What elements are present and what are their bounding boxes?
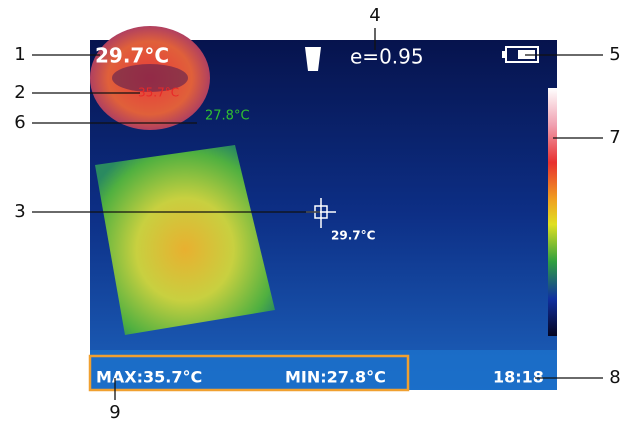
clock: 18:18 xyxy=(493,368,544,387)
callout-number: 5 xyxy=(609,44,620,65)
max-temp: MAX:35.7°C xyxy=(96,368,202,387)
callout-number: 2 xyxy=(14,82,25,103)
battery-tip xyxy=(502,51,506,58)
mode-icon xyxy=(305,47,321,71)
callout-number: 8 xyxy=(609,367,620,388)
panel-heat xyxy=(95,145,275,335)
callouts: 1 2 3 4 5 6 7 8 9 xyxy=(14,5,620,423)
emissivity: e=0.95 xyxy=(350,45,424,69)
hot-spot-temp: 35.7°C xyxy=(138,86,179,100)
thermal-image: 29.7°C e=0.95 35.7°C 27.8°C 29.7°C MAX:3… xyxy=(88,26,557,392)
cold-spot-temp: 27.8°C xyxy=(205,109,250,124)
callout-number: 1 xyxy=(14,44,25,65)
glasses xyxy=(112,64,188,92)
max-min-box xyxy=(88,354,410,392)
callout-number: 6 xyxy=(14,112,25,133)
center-temp: 29.7°C xyxy=(95,44,169,68)
callout-number: 3 xyxy=(14,201,25,222)
color-bar xyxy=(548,88,557,336)
callout-number: 9 xyxy=(109,402,120,423)
crosshair-temp: 29.7°C xyxy=(331,229,376,243)
callout-number: 4 xyxy=(369,5,380,26)
min-temp: MIN:27.8°C xyxy=(285,368,386,387)
callout-number: 7 xyxy=(609,127,620,148)
